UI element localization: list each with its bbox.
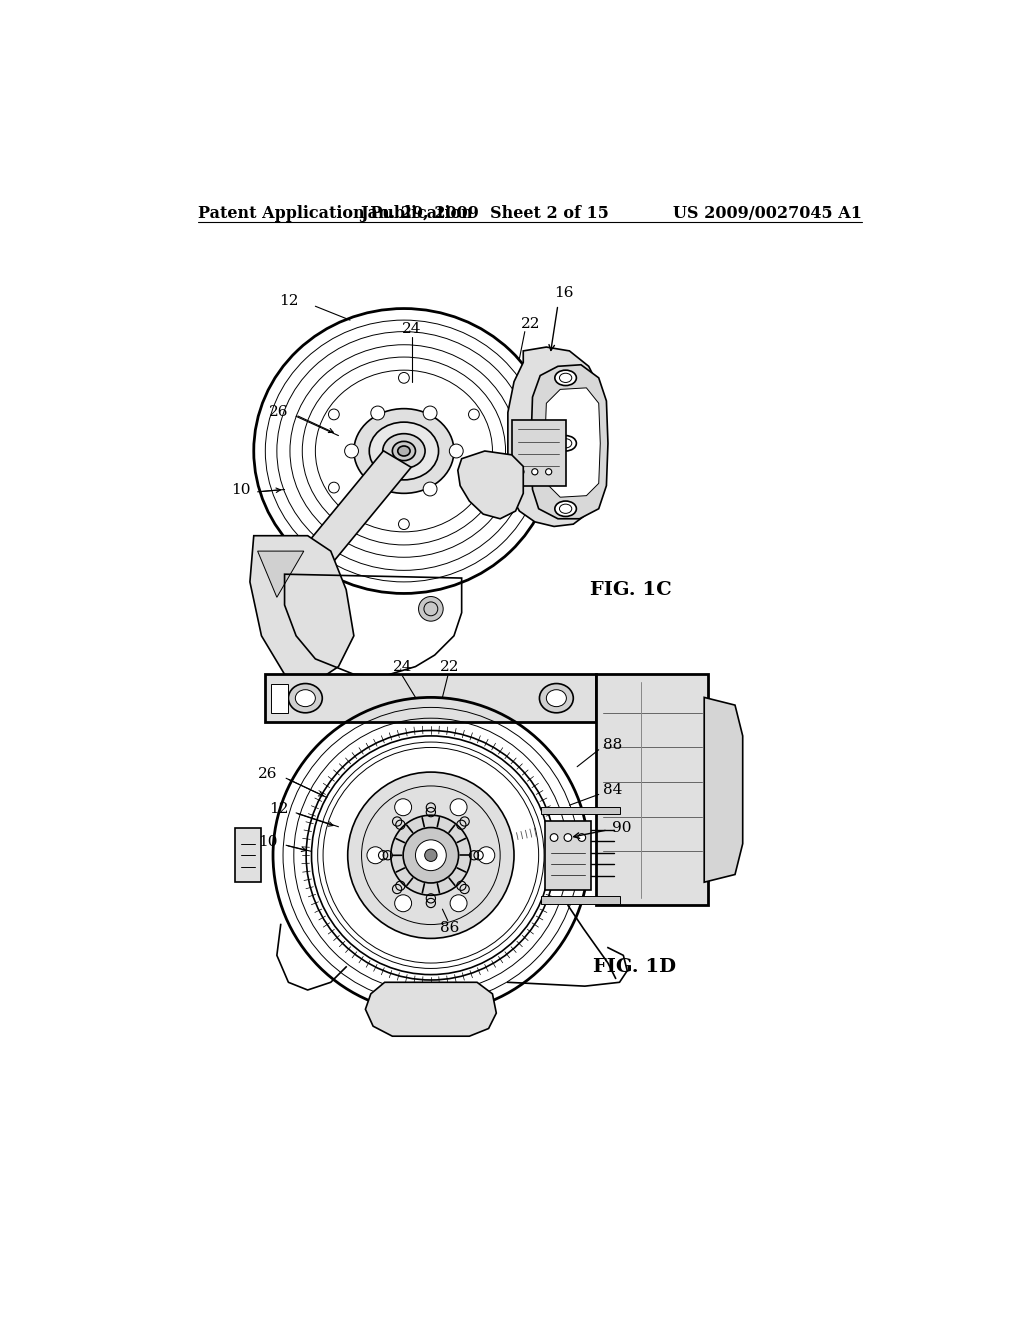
Text: US 2009/0027045 A1: US 2009/0027045 A1	[673, 206, 862, 222]
Circle shape	[478, 847, 495, 863]
Circle shape	[391, 816, 471, 895]
Bar	[512, 420, 565, 486]
Text: 12: 12	[279, 294, 298, 308]
Circle shape	[578, 834, 586, 841]
Bar	[596, 675, 708, 906]
Circle shape	[423, 482, 437, 496]
Text: 22: 22	[521, 317, 541, 331]
Circle shape	[394, 895, 412, 912]
Bar	[265, 675, 596, 722]
Bar	[545, 821, 591, 890]
Text: 26: 26	[258, 767, 278, 781]
Circle shape	[348, 772, 514, 939]
Circle shape	[531, 469, 538, 475]
Circle shape	[518, 469, 524, 475]
Circle shape	[564, 834, 571, 841]
Polygon shape	[545, 388, 600, 498]
Polygon shape	[293, 451, 412, 577]
Circle shape	[550, 834, 558, 841]
Circle shape	[469, 409, 479, 420]
Text: Jan. 29, 2009  Sheet 2 of 15: Jan. 29, 2009 Sheet 2 of 15	[360, 206, 609, 222]
Ellipse shape	[392, 441, 416, 461]
Text: 24: 24	[401, 322, 421, 337]
Circle shape	[345, 444, 358, 458]
Ellipse shape	[289, 684, 323, 713]
Polygon shape	[531, 364, 608, 519]
Text: 22: 22	[440, 660, 460, 673]
Text: 90: 90	[611, 821, 632, 836]
Circle shape	[451, 895, 467, 912]
Circle shape	[367, 847, 384, 863]
Text: 12: 12	[268, 803, 288, 816]
Ellipse shape	[288, 557, 310, 574]
Text: 84: 84	[602, 783, 622, 797]
Text: 88: 88	[602, 738, 622, 752]
Bar	[271, 684, 289, 713]
Polygon shape	[258, 552, 304, 597]
Text: 24: 24	[392, 660, 412, 673]
Circle shape	[329, 482, 339, 492]
Ellipse shape	[555, 436, 577, 451]
Circle shape	[398, 372, 410, 383]
Circle shape	[329, 409, 339, 420]
Circle shape	[419, 597, 443, 622]
Polygon shape	[366, 982, 497, 1036]
Text: 16: 16	[554, 286, 573, 300]
Text: 86: 86	[440, 921, 460, 936]
Text: 10: 10	[258, 836, 278, 849]
Circle shape	[403, 828, 459, 883]
Ellipse shape	[397, 446, 410, 455]
Polygon shape	[508, 347, 604, 527]
Circle shape	[423, 407, 437, 420]
Circle shape	[371, 482, 385, 496]
Circle shape	[416, 840, 446, 871]
Text: 10: 10	[231, 483, 251, 496]
Ellipse shape	[370, 422, 438, 480]
Ellipse shape	[383, 434, 425, 469]
Circle shape	[425, 849, 437, 862]
Ellipse shape	[555, 370, 577, 385]
Circle shape	[398, 519, 410, 529]
Circle shape	[451, 799, 467, 816]
Polygon shape	[541, 807, 621, 814]
Circle shape	[371, 407, 385, 420]
Ellipse shape	[292, 558, 322, 579]
Ellipse shape	[547, 689, 566, 706]
Text: Patent Application Publication: Patent Application Publication	[199, 206, 473, 222]
Ellipse shape	[540, 684, 573, 713]
Ellipse shape	[298, 562, 315, 576]
Ellipse shape	[295, 689, 315, 706]
Text: FIG. 1C: FIG. 1C	[590, 581, 672, 598]
Polygon shape	[705, 697, 742, 882]
Polygon shape	[458, 451, 523, 519]
Text: 26: 26	[268, 405, 288, 420]
Ellipse shape	[354, 409, 454, 494]
Ellipse shape	[555, 502, 577, 516]
Polygon shape	[541, 896, 621, 904]
Circle shape	[394, 799, 412, 816]
Text: FIG. 1D: FIG. 1D	[593, 958, 677, 975]
Polygon shape	[250, 536, 354, 682]
Circle shape	[546, 469, 552, 475]
Circle shape	[450, 444, 463, 458]
Bar	[234, 829, 261, 882]
Circle shape	[469, 482, 479, 492]
